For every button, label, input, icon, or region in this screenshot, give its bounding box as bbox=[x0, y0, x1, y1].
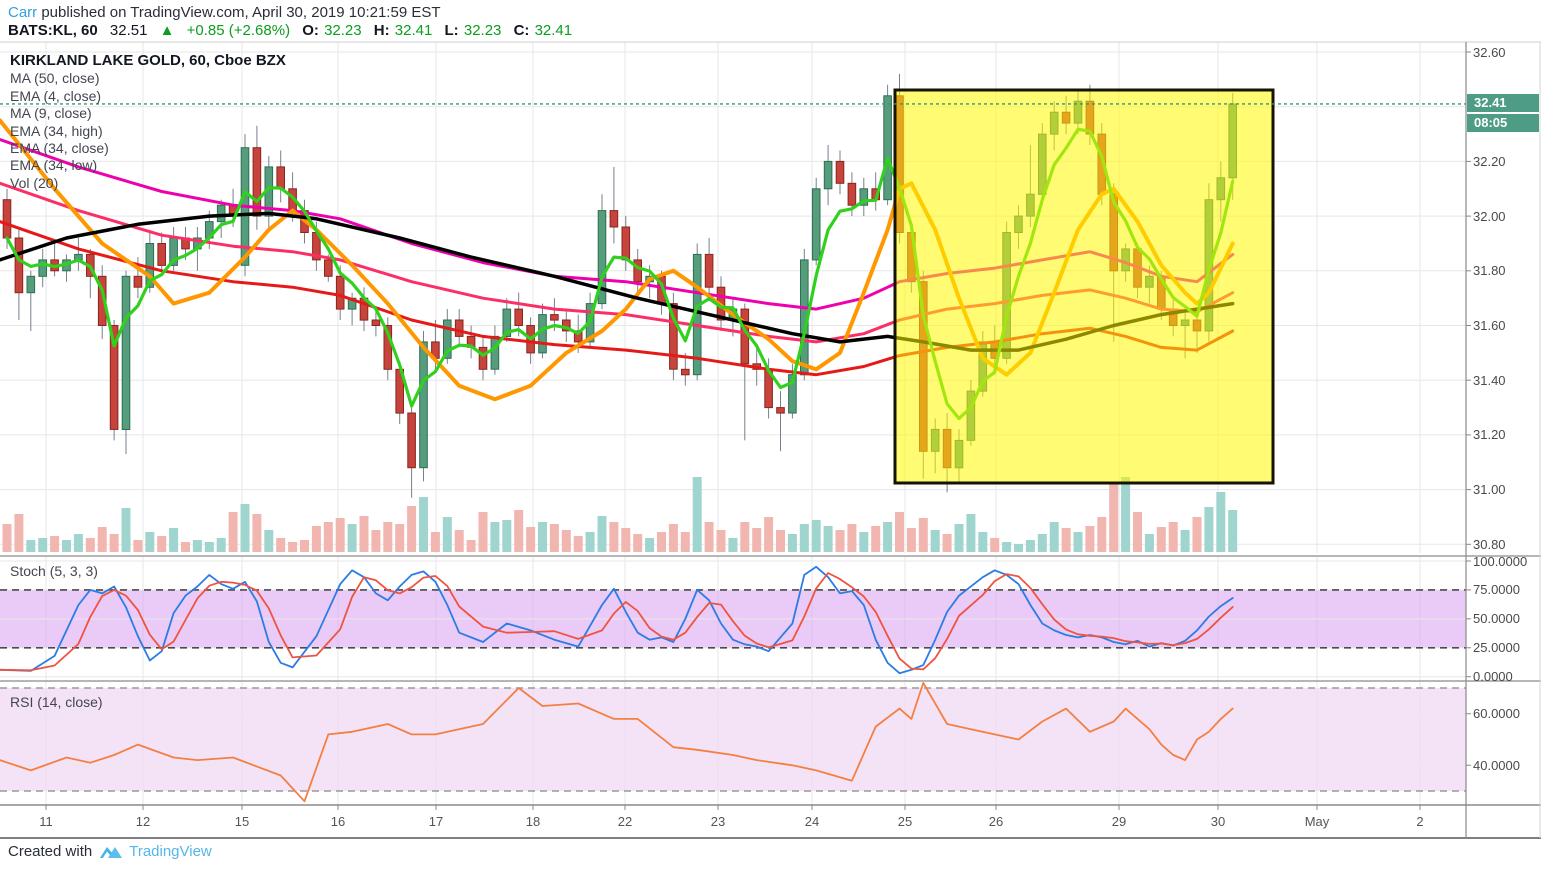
bar-countdown-badge: 08:05 bbox=[1467, 113, 1539, 132]
price-change: +0.85 (+2.68%) bbox=[186, 22, 291, 39]
high-label: H: bbox=[373, 22, 390, 39]
time-axis-label: 16 bbox=[330, 814, 346, 829]
last-price-badge: 32.41 bbox=[1467, 94, 1539, 113]
legend-item-ema34-low: EMA (34, low) bbox=[10, 157, 98, 174]
legend-item-ema4: EMA (4, close) bbox=[10, 87, 102, 104]
time-axis-label: 25 bbox=[897, 814, 913, 829]
symbol-status-line: BATS:KL, 60 32.51 ▲ +0.85 (+2.68%) O: 32… bbox=[8, 22, 580, 39]
time-axis-label: 24 bbox=[804, 814, 820, 829]
stoch-pane-label: Stoch (5, 3, 3) bbox=[10, 563, 98, 579]
time-axis-label: 12 bbox=[135, 814, 151, 829]
time-axis-label: 11 bbox=[39, 814, 53, 829]
legend-item-ema34-close: EMA (34, close) bbox=[10, 140, 109, 157]
stoch-axis-label: 100.0000 bbox=[1473, 553, 1528, 569]
time-axis-label: 17 bbox=[428, 814, 444, 829]
stoch-axis-label: 75.0000 bbox=[1473, 582, 1520, 598]
open-label: O: bbox=[302, 22, 319, 39]
tradingview-brand-link[interactable]: TradingView bbox=[129, 843, 212, 860]
time-axis-label: 2 bbox=[1416, 814, 1424, 829]
time-axis-label: 26 bbox=[988, 814, 1004, 829]
chart-legend: KIRKLAND LAKE GOLD, 60, Cboe BZX MA (50,… bbox=[10, 52, 286, 192]
legend-item-vol20: Vol (20) bbox=[10, 174, 59, 191]
price-axis-label: 32.20 bbox=[1473, 153, 1506, 169]
legend-item-ma50: MA (50, close) bbox=[10, 70, 100, 87]
stoch-k-line bbox=[0, 565, 1234, 675]
rsi-band bbox=[0, 688, 1466, 791]
stoch-axis-label: 0.0000 bbox=[1473, 669, 1513, 685]
time-axis-label: 22 bbox=[617, 814, 633, 829]
rsi-pane-label: RSI (14, close) bbox=[10, 694, 103, 710]
price-axis-label: 31.60 bbox=[1473, 318, 1506, 333]
close-value: 32.41 bbox=[534, 22, 573, 39]
stoch-axis-label: 25.0000 bbox=[1473, 640, 1520, 656]
stoch-axis-label: 50.0000 bbox=[1473, 611, 1520, 627]
price-axis-label: 31.80 bbox=[1473, 263, 1506, 279]
time-axis-label: 30 bbox=[1210, 814, 1226, 829]
close-label: C: bbox=[513, 22, 530, 39]
price-axis-label: 31.20 bbox=[1473, 427, 1506, 443]
price-axis-label: 30.80 bbox=[1473, 536, 1506, 552]
rsi-line bbox=[0, 682, 1234, 803]
author-link[interactable]: Carr bbox=[8, 4, 38, 21]
time-axis-label: May bbox=[1304, 814, 1330, 829]
legend-item-ema34-high: EMA (34, high) bbox=[10, 122, 103, 139]
price-axis-label: 32.00 bbox=[1473, 208, 1506, 224]
last-price: 32.51 bbox=[109, 22, 148, 39]
symbol-name: BATS:KL, 60 bbox=[8, 22, 98, 39]
time-axis-label: 15 bbox=[234, 814, 250, 829]
high-value: 32.41 bbox=[394, 22, 433, 39]
created-with-text: Created with bbox=[8, 843, 93, 860]
chart-title: KIRKLAND LAKE GOLD, 60, Cboe BZX bbox=[10, 52, 286, 69]
time-axis-label: 29 bbox=[1111, 814, 1127, 829]
legend-item-ma9: MA (9, close) bbox=[10, 105, 92, 122]
rsi-axis-label: 60.0000 bbox=[1473, 706, 1520, 722]
time-axis-label: 18 bbox=[525, 814, 541, 829]
highlight-rectangle bbox=[893, 88, 1275, 485]
stoch-d-line bbox=[0, 572, 1234, 672]
volume-series bbox=[2, 477, 1238, 552]
price-axis-label: 32.60 bbox=[1473, 44, 1506, 60]
published-text: published on TradingView.com, April 30, … bbox=[41, 4, 441, 21]
low-label: L: bbox=[444, 22, 459, 39]
publish-info-line: Carr published on TradingView.com, April… bbox=[8, 4, 441, 21]
price-axis-label: 31.00 bbox=[1473, 482, 1506, 498]
open-value: 32.23 bbox=[324, 22, 362, 39]
time-axis-label: 23 bbox=[710, 814, 726, 829]
tradingview-logo-icon[interactable] bbox=[100, 843, 124, 860]
low-value: 32.23 bbox=[463, 22, 502, 39]
up-arrow-icon: ▲ bbox=[159, 22, 175, 39]
price-axis-label: 31.40 bbox=[1473, 372, 1506, 388]
footer: Created with TradingView bbox=[8, 843, 212, 860]
rsi-axis-label: 40.0000 bbox=[1473, 757, 1520, 773]
